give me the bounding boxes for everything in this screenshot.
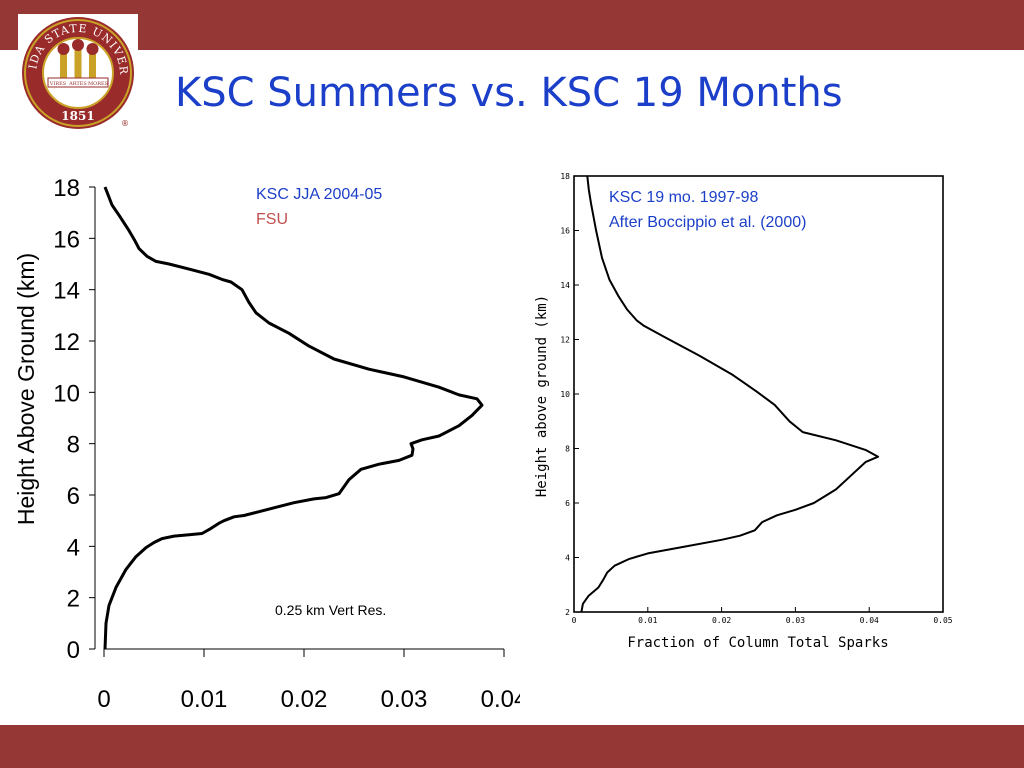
x-tick-label: 0.02 — [712, 616, 731, 625]
y-tick-label: 14 — [53, 278, 80, 305]
y-tick-label: 16 — [53, 226, 80, 253]
y-axis-label: Height Above Ground (km) — [13, 253, 39, 525]
y-tick-label: 18 — [560, 172, 570, 181]
x-tick-label: 0.05 — [933, 616, 952, 625]
annotation-source: FSU — [256, 211, 288, 228]
svg-text:®: ® — [121, 119, 129, 128]
svg-text:ARTES: ARTES — [68, 81, 87, 87]
x-tick-label: 0.02 — [281, 686, 328, 713]
legend-dataset: KSC 19 mo. 1997-98 — [609, 189, 759, 206]
x-tick-label: 0.01 — [181, 686, 228, 713]
y-tick-label: 8 — [67, 432, 80, 459]
y-tick-label: 6 — [565, 499, 570, 508]
x-tick-label: 0.04 — [860, 616, 879, 625]
y-tick-label: 4 — [565, 554, 570, 563]
slide-title: KSC Summers vs. KSC 19 Months — [175, 70, 843, 116]
svg-text:1851: 1851 — [61, 109, 94, 123]
y-tick-label: 12 — [53, 329, 80, 356]
legend-reference: After Boccippio et al. (2000) — [609, 214, 806, 231]
x-tick-label: 0.01 — [638, 616, 657, 625]
y-tick-label: 4 — [67, 534, 80, 561]
y-tick-label: 8 — [565, 445, 570, 454]
y-axis-label: Height above ground (km) — [534, 295, 550, 497]
series-line-0 — [103, 186, 484, 650]
series-line-0 — [580, 175, 880, 613]
university-seal-logo: FLORIDA STATE UNIVERSITY VIRES ARTES MOR… — [13, 4, 138, 132]
y-tick-label: 6 — [67, 483, 80, 510]
y-tick-label: 18 — [53, 175, 80, 202]
y-tick-label: 10 — [53, 380, 80, 407]
y-tick-label: 2 — [565, 608, 570, 617]
y-tick-label: 0 — [67, 637, 80, 664]
x-tick-label: 0.04 — [481, 686, 520, 713]
x-tick-label: 0 — [572, 616, 577, 625]
bottom-banner-bar — [0, 725, 1024, 768]
y-tick-label: 12 — [560, 336, 570, 345]
annotation-dataset: KSC JJA 2004-05 — [256, 186, 382, 203]
left-profile-chart: 0 2 4 6 8 10 12 14 16 18 0 0.01 0.02 0.03 0.04 Height A… — [13, 175, 520, 713]
annotation-resolution: 0.25 km Vert Res. — [275, 602, 386, 618]
x-tick-label: 0.03 — [786, 616, 805, 625]
svg-text:MORES: MORES — [88, 81, 109, 87]
svg-text:VIRES: VIRES — [49, 81, 67, 87]
torch-icon — [57, 39, 99, 78]
y-tick-label: 2 — [67, 586, 80, 613]
y-tick-label: 16 — [560, 227, 570, 236]
y-tick-label: 10 — [560, 390, 570, 399]
x-axis-label: Fraction of Column Total Sparks — [627, 635, 888, 650]
y-tick-label: 14 — [560, 281, 570, 290]
x-tick-label: 0 — [97, 686, 110, 713]
x-tick-label: 0.03 — [381, 686, 428, 713]
right-profile-chart: 2 4 6 8 10 12 14 16 18 0 0.01 0.02 0.03 0.04 0.05 Heigh… — [534, 172, 953, 650]
top-banner-bar — [0, 0, 1024, 50]
